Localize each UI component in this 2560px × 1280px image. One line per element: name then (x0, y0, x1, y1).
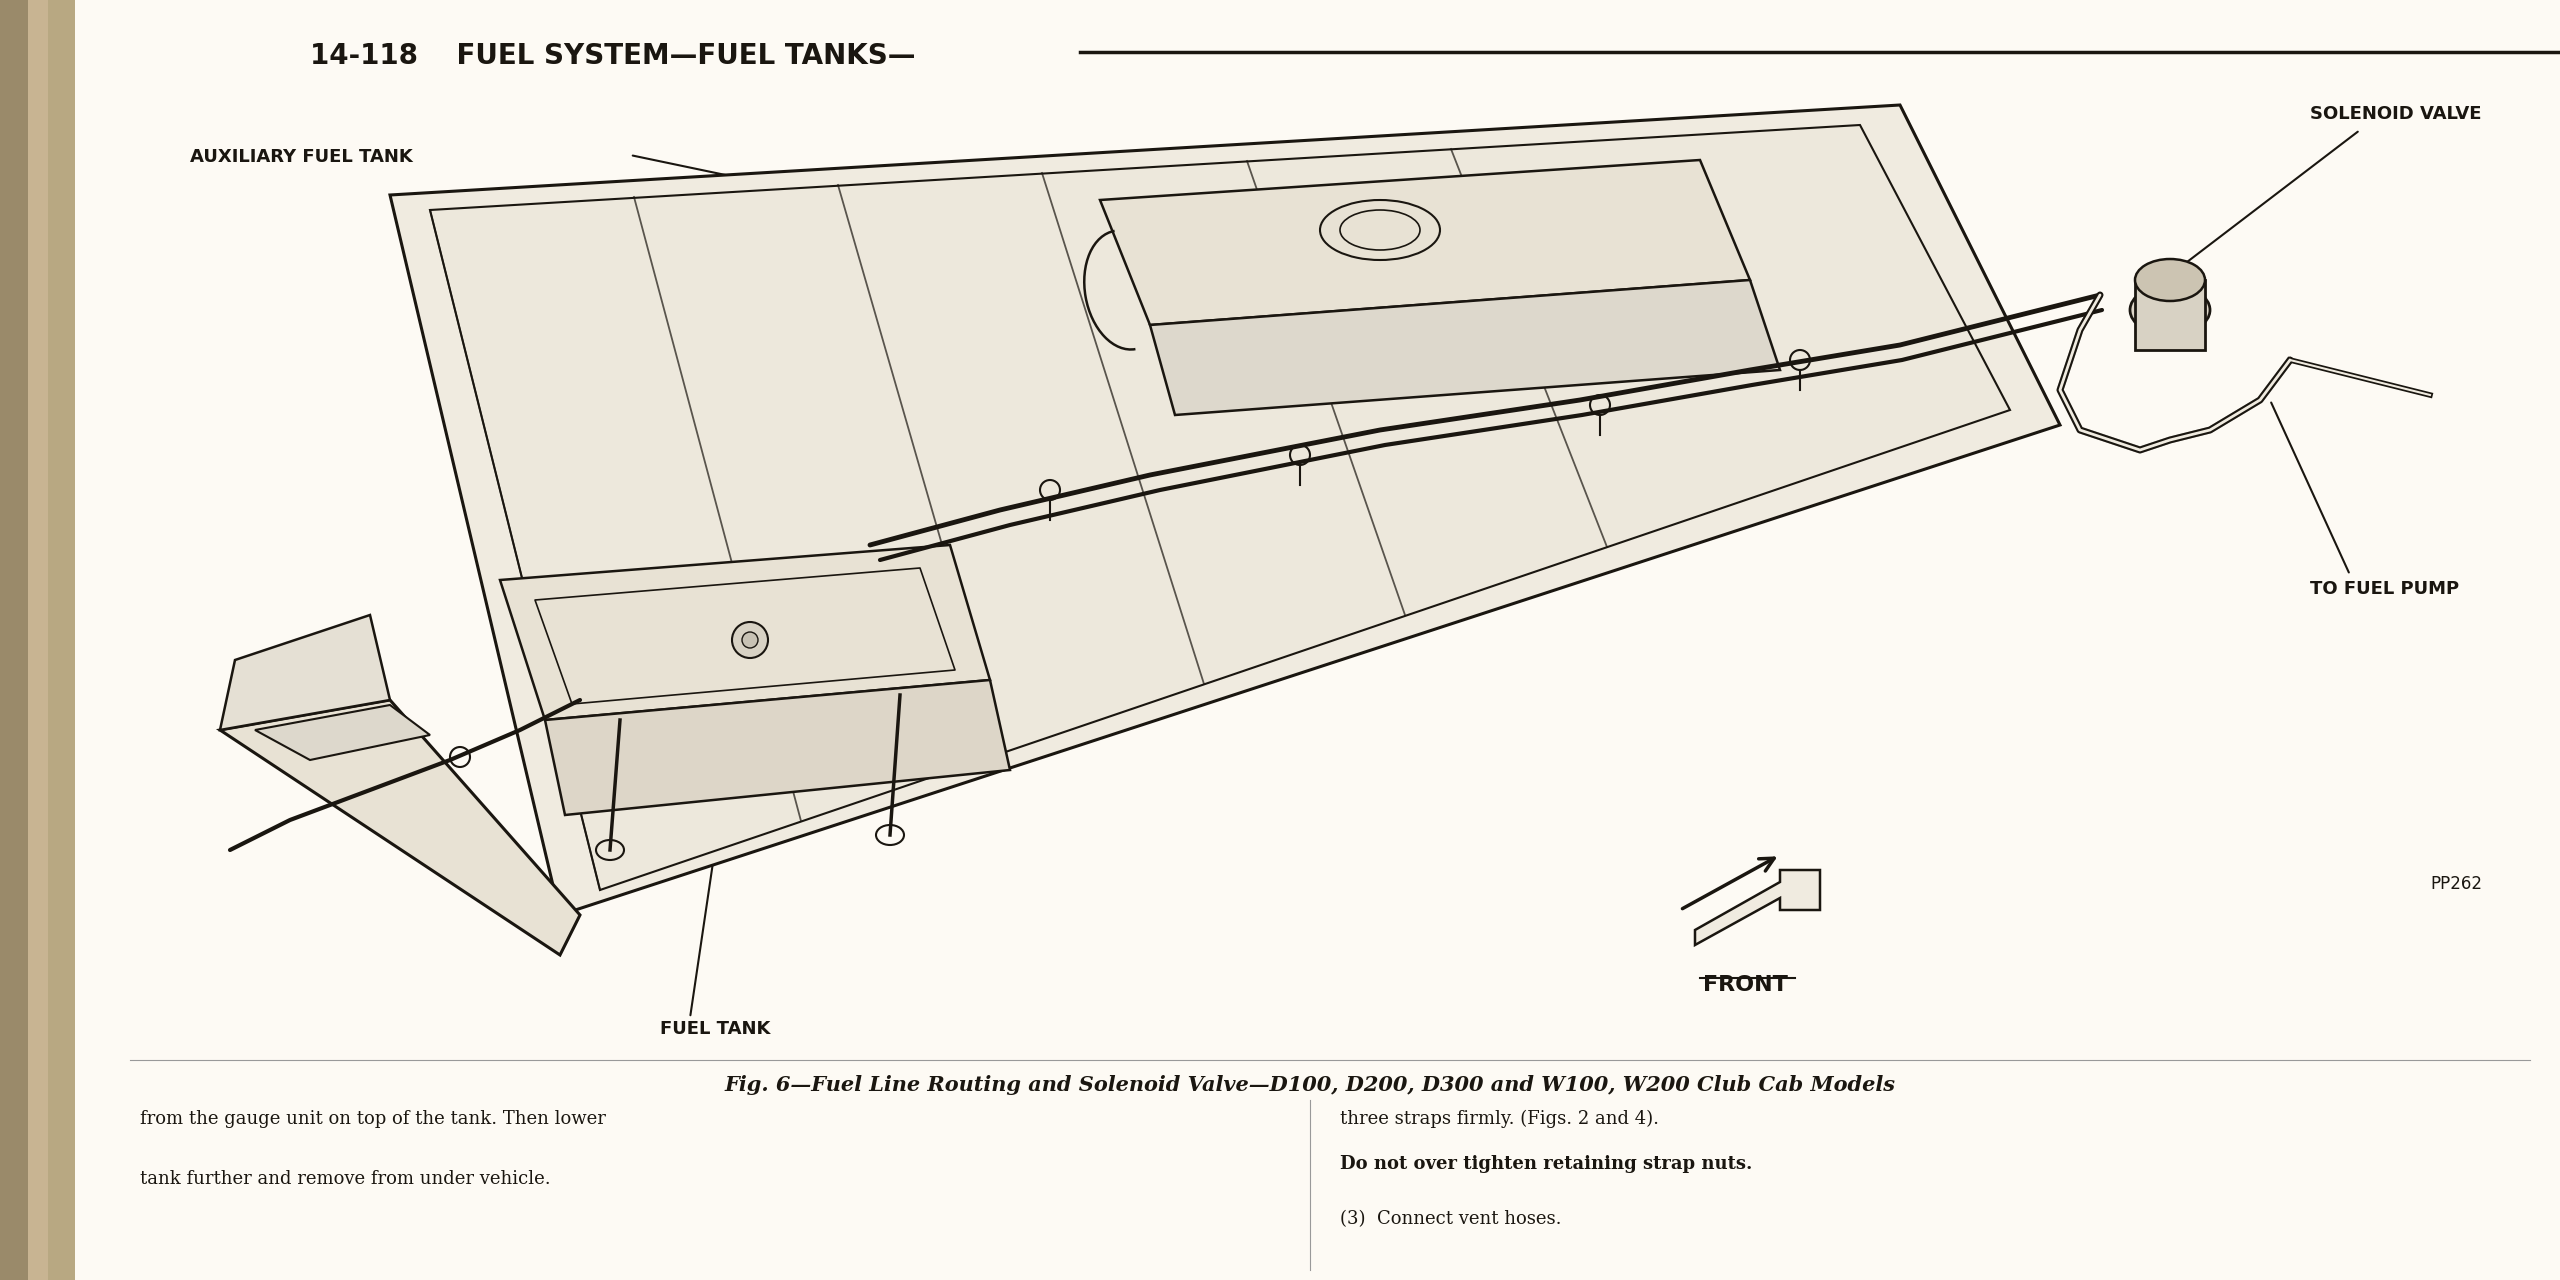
Polygon shape (220, 614, 389, 730)
Text: FRONT: FRONT (1702, 975, 1787, 995)
Polygon shape (430, 125, 2010, 890)
Bar (28, 0, 49, 1280)
Text: FUEL TANK: FUEL TANK (660, 1020, 771, 1038)
Ellipse shape (2140, 262, 2199, 297)
Text: 14-118    FUEL SYSTEM—FUEL TANKS—: 14-118 FUEL SYSTEM—FUEL TANKS— (310, 42, 916, 70)
Text: AUXILIARY FUEL TANK: AUXILIARY FUEL TANK (189, 148, 412, 166)
Text: (3)  Connect vent hoses.: (3) Connect vent hoses. (1339, 1210, 1562, 1228)
Polygon shape (1101, 160, 1751, 325)
Text: tank further and remove from under vehicle.: tank further and remove from under vehic… (141, 1170, 550, 1188)
Text: SOLENOID VALVE: SOLENOID VALVE (2309, 105, 2481, 123)
Polygon shape (1149, 280, 1779, 415)
Polygon shape (389, 105, 2061, 915)
Ellipse shape (2135, 259, 2204, 301)
Bar (0, 0, 28, 1280)
Bar (0, 0, 74, 1280)
Text: Do not over tighten retaining strap nuts.: Do not over tighten retaining strap nuts… (1339, 1155, 1754, 1172)
Polygon shape (499, 545, 991, 719)
Circle shape (742, 632, 758, 648)
Polygon shape (1695, 870, 1820, 945)
Polygon shape (220, 700, 581, 955)
Ellipse shape (2130, 285, 2209, 335)
Polygon shape (256, 705, 430, 760)
Text: TO FUEL PUMP: TO FUEL PUMP (2309, 580, 2460, 598)
Text: three straps firmly. (Figs. 2 and 4).: three straps firmly. (Figs. 2 and 4). (1339, 1110, 1659, 1128)
Text: from the gauge unit on top of the tank. Then lower: from the gauge unit on top of the tank. … (141, 1110, 607, 1128)
Circle shape (732, 622, 768, 658)
Bar (2135, 280, 2204, 349)
Text: Fig. 6—Fuel Line Routing and Solenoid Valve—D100, D200, D300 and W100, W200 Club: Fig. 6—Fuel Line Routing and Solenoid Va… (724, 1075, 1894, 1094)
Text: PP262: PP262 (2429, 876, 2483, 893)
Polygon shape (545, 680, 1011, 815)
